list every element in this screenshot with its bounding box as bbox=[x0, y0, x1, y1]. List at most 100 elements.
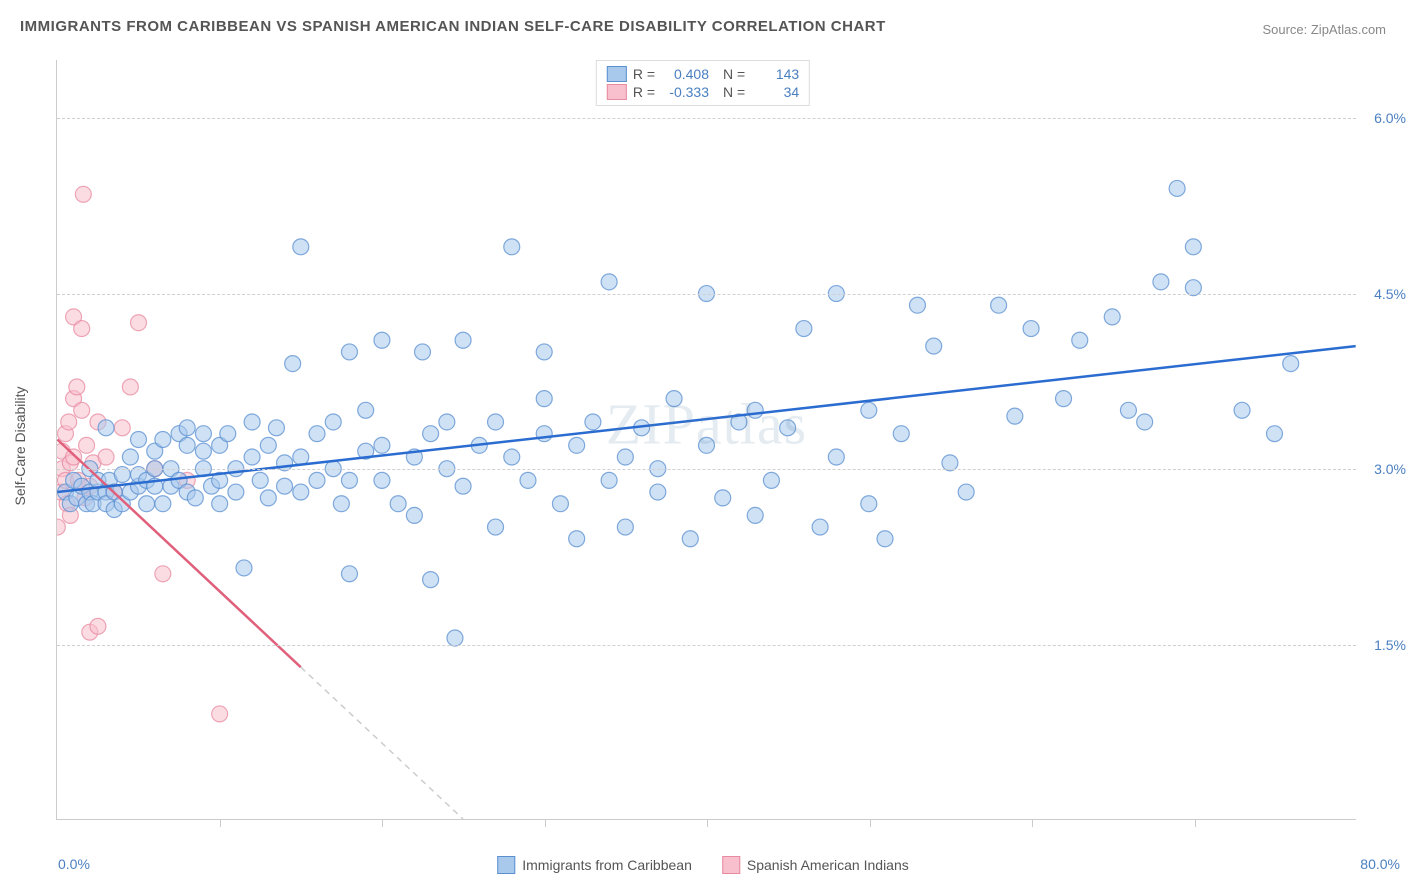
scatter-point bbox=[374, 472, 390, 488]
stat-n-label: N = bbox=[723, 84, 745, 100]
scatter-point bbox=[682, 531, 698, 547]
scatter-point bbox=[131, 432, 147, 448]
scatter-point bbox=[66, 449, 82, 465]
scatter-point bbox=[90, 618, 106, 634]
scatter-point bbox=[504, 239, 520, 255]
y-tick-label: 4.5% bbox=[1374, 286, 1406, 302]
scatter-point bbox=[61, 414, 77, 430]
scatter-point bbox=[650, 484, 666, 500]
x-tick bbox=[1195, 819, 1196, 827]
stat-r-label: R = bbox=[633, 66, 655, 82]
scatter-point bbox=[155, 496, 171, 512]
scatter-point bbox=[1169, 180, 1185, 196]
scatter-point bbox=[747, 507, 763, 523]
scatter-point bbox=[98, 449, 114, 465]
chart-title: IMMIGRANTS FROM CARIBBEAN VS SPANISH AME… bbox=[20, 18, 886, 35]
scatter-point bbox=[155, 432, 171, 448]
scatter-point bbox=[341, 344, 357, 360]
scatter-point bbox=[1153, 274, 1169, 290]
scatter-point bbox=[341, 472, 357, 488]
scatter-point bbox=[1007, 408, 1023, 424]
gridline bbox=[57, 645, 1356, 646]
scatter-point bbox=[415, 344, 431, 360]
scatter-point bbox=[293, 449, 309, 465]
scatter-point bbox=[268, 420, 284, 436]
scatter-point bbox=[252, 472, 268, 488]
scatter-point bbox=[244, 449, 260, 465]
scatter-point bbox=[179, 420, 195, 436]
scatter-point bbox=[374, 437, 390, 453]
scatter-point bbox=[958, 484, 974, 500]
scatter-point bbox=[991, 297, 1007, 313]
scatter-point bbox=[341, 566, 357, 582]
y-tick-label: 3.0% bbox=[1374, 461, 1406, 477]
scatter-point bbox=[828, 449, 844, 465]
x-tick bbox=[1032, 819, 1033, 827]
scatter-point bbox=[666, 391, 682, 407]
scatter-point bbox=[293, 239, 309, 255]
scatter-point bbox=[439, 414, 455, 430]
scatter-point bbox=[260, 437, 276, 453]
scatter-point bbox=[74, 321, 90, 337]
scatter-point bbox=[358, 402, 374, 418]
scatter-point bbox=[536, 391, 552, 407]
scatter-point bbox=[406, 507, 422, 523]
swatch-series2 bbox=[722, 856, 740, 874]
x-axis-min-label: 0.0% bbox=[58, 856, 90, 872]
scatter-point bbox=[455, 332, 471, 348]
stat-n-label: N = bbox=[723, 66, 745, 82]
scatter-point bbox=[212, 706, 228, 722]
scatter-point bbox=[796, 321, 812, 337]
scatter-point bbox=[114, 420, 130, 436]
stat-n-value-1: 143 bbox=[751, 66, 799, 82]
scatter-point bbox=[763, 472, 779, 488]
scatter-point bbox=[861, 496, 877, 512]
legend-item-series2: Spanish American Indians bbox=[722, 856, 909, 874]
scatter-point bbox=[1234, 402, 1250, 418]
scatter-point bbox=[715, 490, 731, 506]
scatter-point bbox=[333, 496, 349, 512]
scatter-point bbox=[504, 449, 520, 465]
scatter-point bbox=[861, 402, 877, 418]
scatter-svg bbox=[57, 60, 1356, 819]
scatter-point bbox=[909, 297, 925, 313]
scatter-point bbox=[488, 519, 504, 535]
scatter-point bbox=[122, 449, 138, 465]
scatter-point bbox=[699, 437, 715, 453]
legend-label-series1: Immigrants from Caribbean bbox=[522, 857, 692, 873]
scatter-point bbox=[447, 630, 463, 646]
scatter-point bbox=[1104, 309, 1120, 325]
swatch-series1 bbox=[607, 66, 627, 82]
scatter-point bbox=[244, 414, 260, 430]
stats-legend: R = 0.408 N = 143 R = -0.333 N = 34 bbox=[596, 60, 810, 106]
scatter-point bbox=[309, 472, 325, 488]
scatter-point bbox=[155, 566, 171, 582]
scatter-point bbox=[536, 426, 552, 442]
scatter-point bbox=[926, 338, 942, 354]
scatter-point bbox=[212, 496, 228, 512]
x-tick bbox=[870, 819, 871, 827]
scatter-point bbox=[179, 437, 195, 453]
scatter-point bbox=[601, 472, 617, 488]
scatter-point bbox=[187, 490, 203, 506]
scatter-point bbox=[1120, 402, 1136, 418]
scatter-point bbox=[423, 572, 439, 588]
scatter-point bbox=[1283, 356, 1299, 372]
x-tick bbox=[382, 819, 383, 827]
scatter-point bbox=[423, 426, 439, 442]
scatter-point bbox=[277, 478, 293, 494]
scatter-point bbox=[747, 402, 763, 418]
scatter-point bbox=[1056, 391, 1072, 407]
stat-r-value-2: -0.333 bbox=[661, 84, 709, 100]
scatter-point bbox=[325, 414, 341, 430]
stats-row-series1: R = 0.408 N = 143 bbox=[607, 65, 799, 83]
scatter-point bbox=[877, 531, 893, 547]
x-axis-max-label: 80.0% bbox=[1360, 856, 1400, 872]
scatter-point bbox=[1267, 426, 1283, 442]
stat-r-label: R = bbox=[633, 84, 655, 100]
scatter-point bbox=[569, 437, 585, 453]
scatter-point bbox=[285, 356, 301, 372]
scatter-point bbox=[309, 426, 325, 442]
stats-row-series2: R = -0.333 N = 34 bbox=[607, 83, 799, 101]
scatter-point bbox=[569, 531, 585, 547]
